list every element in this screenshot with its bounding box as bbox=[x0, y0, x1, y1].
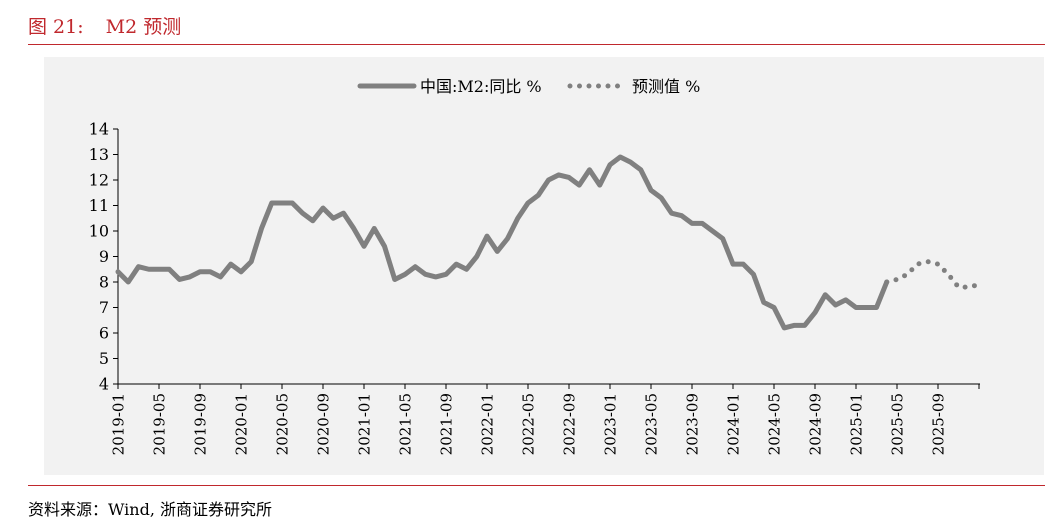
x-tick-label: 2021-01 bbox=[356, 393, 374, 455]
x-tick-label: 2022-09 bbox=[561, 393, 579, 455]
y-tick-label: 6 bbox=[99, 324, 109, 343]
y-tick-label: 13 bbox=[89, 145, 109, 164]
title-rule bbox=[28, 44, 1045, 45]
y-tick-label: 4 bbox=[99, 375, 109, 394]
legend-label-forecast: 预测值 % bbox=[632, 77, 700, 96]
x-tick-label: 2024-01 bbox=[725, 393, 743, 455]
x-tick-label: 2024-05 bbox=[766, 393, 784, 455]
x-tick-label: 2025-09 bbox=[930, 393, 948, 455]
x-tick-label: 2020-05 bbox=[274, 393, 292, 455]
source-note: 资料来源：Wind, 浙商证券研究所 bbox=[28, 500, 273, 519]
axes: 4 5 6 7 8 9 10 11 12 13 14 2019-01 2019-05 2019-09 202… bbox=[89, 120, 980, 455]
x-tick-label: 2021-09 bbox=[438, 393, 456, 455]
figure-title: 图 21: M2 预测 bbox=[28, 12, 181, 39]
y-tick-label: 5 bbox=[99, 349, 109, 368]
x-tick-label: 2023-01 bbox=[602, 393, 620, 455]
x-tick-label: 2024-09 bbox=[807, 393, 825, 455]
x-tick-label: 2023-09 bbox=[684, 393, 702, 455]
x-tick-label: 2025-05 bbox=[889, 393, 907, 455]
series-line-m2-yoy bbox=[115, 154, 890, 331]
x-tick-label: 2020-01 bbox=[233, 393, 251, 455]
x-tick-label: 2019-05 bbox=[151, 393, 169, 455]
x-tick-label: 2022-01 bbox=[479, 393, 497, 455]
x-tick-label: 2019-01 bbox=[110, 393, 128, 455]
source-rule bbox=[28, 485, 1045, 486]
x-tick-label: 2022-05 bbox=[520, 393, 538, 455]
x-tick-label: 2021-05 bbox=[397, 393, 415, 455]
y-tick-label: 8 bbox=[99, 273, 109, 292]
y-tick-label: 10 bbox=[89, 222, 109, 241]
x-tick-label: 2020-09 bbox=[315, 393, 333, 455]
legend-label-m2: 中国:M2:同比 % bbox=[420, 77, 542, 96]
x-tick-label: 2023-05 bbox=[643, 393, 661, 455]
y-tick-label: 11 bbox=[89, 196, 109, 215]
x-tick-label: 2025-01 bbox=[848, 393, 866, 455]
series-line-forecast bbox=[884, 259, 982, 290]
figure-title-text: M2 预测 bbox=[105, 16, 182, 38]
x-tick-label: 2019-09 bbox=[192, 393, 210, 455]
figure-number: 图 21: bbox=[28, 16, 84, 38]
y-tick-label: 7 bbox=[99, 298, 109, 317]
plot-area bbox=[115, 154, 982, 331]
y-tick-label: 12 bbox=[89, 171, 109, 190]
y-tick-label: 9 bbox=[99, 247, 109, 266]
y-tick-label: 14 bbox=[89, 120, 109, 139]
legend: 中国:M2:同比 % 预测值 % bbox=[357, 77, 700, 96]
chart-panel bbox=[44, 57, 1044, 475]
